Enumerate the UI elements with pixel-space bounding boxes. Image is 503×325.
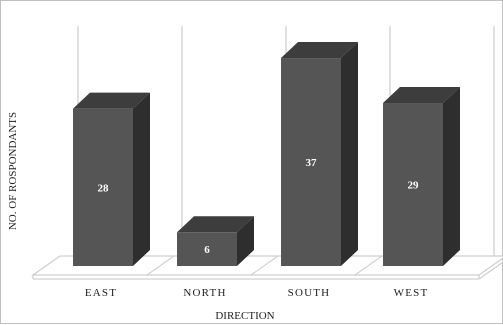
floor-divider <box>146 255 175 276</box>
data-label: 37 <box>306 157 318 169</box>
bar-front <box>177 232 237 266</box>
bar-top <box>281 42 358 59</box>
bar-side <box>443 87 460 267</box>
bars-layer <box>73 42 460 267</box>
category-label: WEST <box>394 287 429 299</box>
bar-west <box>383 87 460 267</box>
bar-side <box>341 42 358 267</box>
bar-top <box>177 216 254 233</box>
floor-divider <box>354 255 383 276</box>
bar-east <box>73 92 150 266</box>
bar-side <box>133 92 150 266</box>
bar-top <box>73 92 150 109</box>
labels-layer: 28 EAST 6 NORTH 37 SOUTH 29 WEST <box>85 157 429 299</box>
floor-side-edge <box>478 261 503 280</box>
bar-front <box>281 58 341 267</box>
bar-north <box>177 216 254 266</box>
y-axis-title: NO. OF ROSPONDANTS <box>7 112 19 230</box>
category-label: EAST <box>85 287 117 299</box>
data-label: 29 <box>408 180 420 192</box>
x-axis-title: DIRECTION <box>215 310 274 322</box>
bar-top <box>383 87 460 104</box>
floor-divider <box>250 255 279 276</box>
category-label: SOUTH <box>288 287 331 299</box>
bar-side <box>237 216 254 266</box>
data-label: 6 <box>204 244 210 256</box>
data-label: 28 <box>98 182 110 194</box>
bar-front <box>73 108 133 266</box>
bar-front <box>383 103 443 267</box>
category-label: NORTH <box>183 287 226 299</box>
bar-south <box>281 42 358 267</box>
